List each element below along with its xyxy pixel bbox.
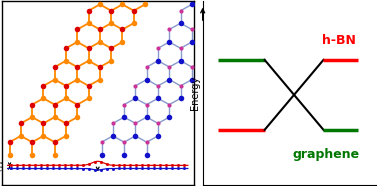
Text: graphene: graphene	[293, 148, 360, 161]
Text: 1.6 Å: 1.6 Å	[1, 161, 5, 171]
Y-axis label: Energy: Energy	[190, 76, 200, 110]
Text: h-BN: h-BN	[322, 34, 356, 47]
